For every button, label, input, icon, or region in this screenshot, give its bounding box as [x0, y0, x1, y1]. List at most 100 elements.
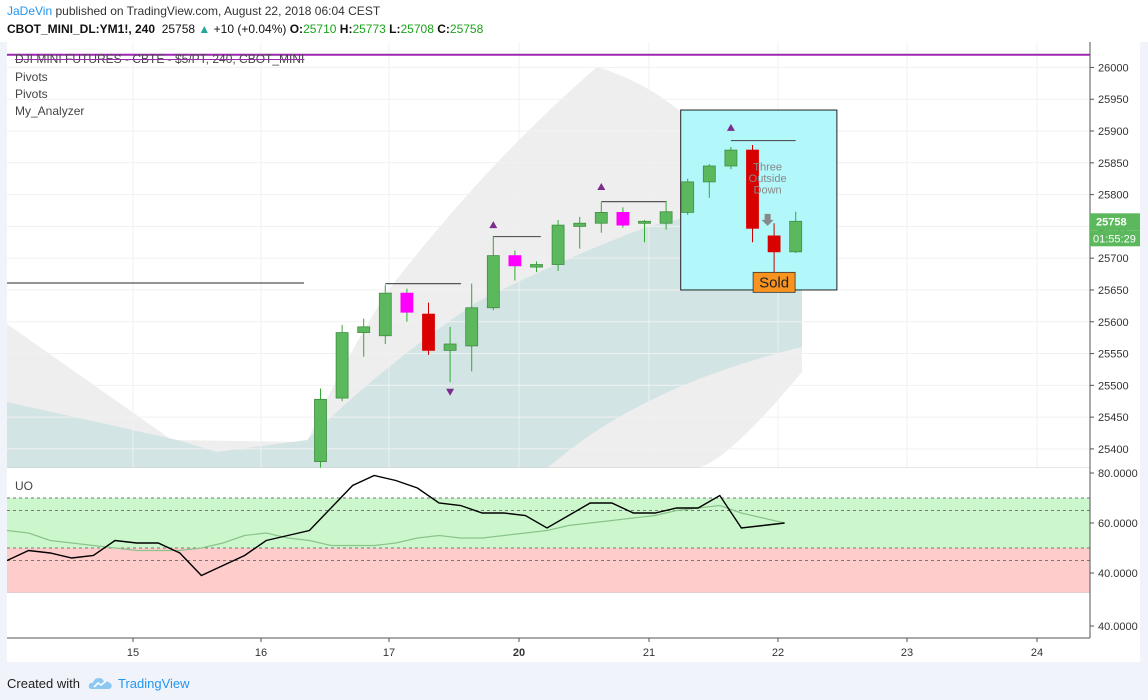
- price-tick-label: 26000: [1098, 62, 1129, 74]
- price-tick-label: 25550: [1098, 349, 1129, 361]
- high-value: 25773: [352, 22, 386, 36]
- uo-signal-line: [7, 504, 785, 552]
- candle-body: [702, 165, 716, 183]
- down-arrow-icon: [761, 213, 774, 226]
- price-tick-label: 25800: [1098, 190, 1129, 202]
- candle-body: [508, 255, 522, 267]
- price-tick-label: 25650: [1098, 285, 1129, 297]
- legend-item-analyzer[interactable]: My_Analyzer: [15, 104, 85, 118]
- oscillator-band: [7, 548, 1090, 598]
- legend-item-pivots-1[interactable]: Pivots: [15, 70, 48, 84]
- osc-tick-label: 60.0000: [1098, 518, 1138, 530]
- time-axis[interactable]: 15 16 17 20 21 22 23 24: [7, 637, 1140, 662]
- price-tick-label: 25400: [1098, 444, 1129, 456]
- candle-body: [422, 313, 435, 351]
- open-value: 25710: [303, 22, 337, 36]
- candle-body: [378, 292, 392, 337]
- footer: Created with TradingView: [0, 662, 1148, 700]
- high-label: H:: [339, 22, 353, 36]
- countdown-badge: [1090, 230, 1140, 247]
- pattern-text-line: Outside: [749, 173, 787, 185]
- low-value: 25708: [400, 22, 434, 36]
- cloud-inner: [7, 210, 802, 468]
- last-price: 25758: [161, 22, 196, 36]
- candle-body: [335, 332, 349, 399]
- time-tick-label: 24: [1031, 647, 1043, 659]
- candle-body: [400, 292, 414, 313]
- candle-body: [551, 224, 565, 265]
- open-label: O:: [289, 22, 304, 36]
- time-tick-label: 22: [772, 647, 784, 659]
- time-tick-label: 16: [255, 647, 267, 659]
- axis-bg: [1090, 42, 1140, 638]
- last-price-badge: [1090, 213, 1140, 231]
- price-tick-label: 25600: [1098, 317, 1129, 329]
- third-pane[interactable]: [7, 593, 1090, 639]
- candle-body: [594, 211, 608, 224]
- pivot-high-marker: [597, 182, 606, 190]
- legend-item-pivots-2[interactable]: Pivots: [15, 87, 48, 101]
- sold-label: Sold: [759, 274, 789, 291]
- time-axis-bg: [7, 638, 1140, 662]
- price-axis[interactable]: 2540025450255002555025600256502570025750…: [1089, 42, 1140, 638]
- created-with-text: Created with: [7, 676, 80, 691]
- pivot-high-marker: [726, 123, 735, 131]
- publish-header: JaDeVin published on TradingView.com, Au…: [0, 0, 1148, 42]
- pivot-high-marker: [489, 221, 498, 229]
- oscillator-pane[interactable]: [7, 468, 1090, 599]
- candle-body: [465, 307, 479, 347]
- candle-body: [789, 220, 803, 253]
- candle-body: [616, 211, 630, 226]
- uo-line: [7, 474, 785, 577]
- chart-area[interactable]: Three Outside Down Sold 25400 25450 25500 2555…: [7, 42, 1140, 662]
- time-tick-label: 15: [127, 647, 139, 659]
- up-arrow-icon: ▲: [198, 22, 211, 36]
- osc-tick-label: 80.0000: [1098, 468, 1138, 480]
- price-tick-label: 25450: [1098, 412, 1129, 424]
- tradingview-brand-link[interactable]: TradingView: [118, 676, 190, 691]
- oscillator-band: [7, 498, 1090, 548]
- countdown-label: 01:55:29: [1093, 233, 1136, 245]
- time-tick-label: 20: [513, 647, 525, 659]
- candle-body: [443, 343, 457, 351]
- symbol-label: CBOT_MINI_DL:YM1!, 240: [7, 22, 156, 36]
- last-price-label: 25758: [1096, 216, 1127, 228]
- candle-body: [638, 220, 651, 224]
- third-pane-bg: [7, 593, 1090, 638]
- pane3-tick-label: 40.0000: [1098, 621, 1138, 633]
- candle-body: [746, 149, 759, 229]
- osc-tick-label: 40.0000: [1098, 568, 1138, 580]
- time-tick-label: 21: [643, 647, 655, 659]
- time-tick-label: 23: [901, 647, 913, 659]
- time-tick-label: 17: [383, 647, 395, 659]
- candle-body: [767, 235, 781, 253]
- published-text: published on TradingView.com, August 22,…: [55, 4, 381, 18]
- candle-body: [573, 222, 587, 227]
- author-link[interactable]: JaDeVin: [7, 4, 53, 18]
- sold-badge: [752, 271, 796, 293]
- price-tick-label: 25700: [1098, 253, 1129, 265]
- candle-body: [357, 326, 371, 333]
- close-label: C:: [437, 22, 450, 36]
- pattern-text-line: Down: [754, 184, 782, 196]
- candle-body: [659, 211, 673, 224]
- pattern-text-line: Three: [753, 161, 782, 173]
- candle-body: [314, 398, 327, 463]
- symbol-quote-line: CBOT_MINI_DL:YM1!, 240 25758 ▲ +10 (+0.0…: [7, 22, 483, 36]
- candle-body: [681, 181, 695, 213]
- oscillator-label[interactable]: UO: [15, 479, 33, 493]
- price-tick-label: 25850: [1098, 158, 1129, 170]
- candle-body: [724, 149, 738, 167]
- tradingview-cloud-icon: [88, 678, 112, 689]
- low-label: L:: [389, 22, 401, 36]
- close-value: 25758: [449, 22, 484, 36]
- price-tick-label: 25950: [1098, 94, 1129, 106]
- candle-body: [486, 255, 500, 309]
- price-change: +10 (+0.04%): [213, 22, 287, 36]
- publish-line: JaDeVin published on TradingView.com, Au…: [7, 4, 380, 18]
- price-tick-label: 25900: [1098, 126, 1129, 138]
- candle-body: [530, 264, 543, 268]
- legend-title: DJI MINI FUTURES - CBTE - $5/PT, 240, CB…: [15, 52, 305, 66]
